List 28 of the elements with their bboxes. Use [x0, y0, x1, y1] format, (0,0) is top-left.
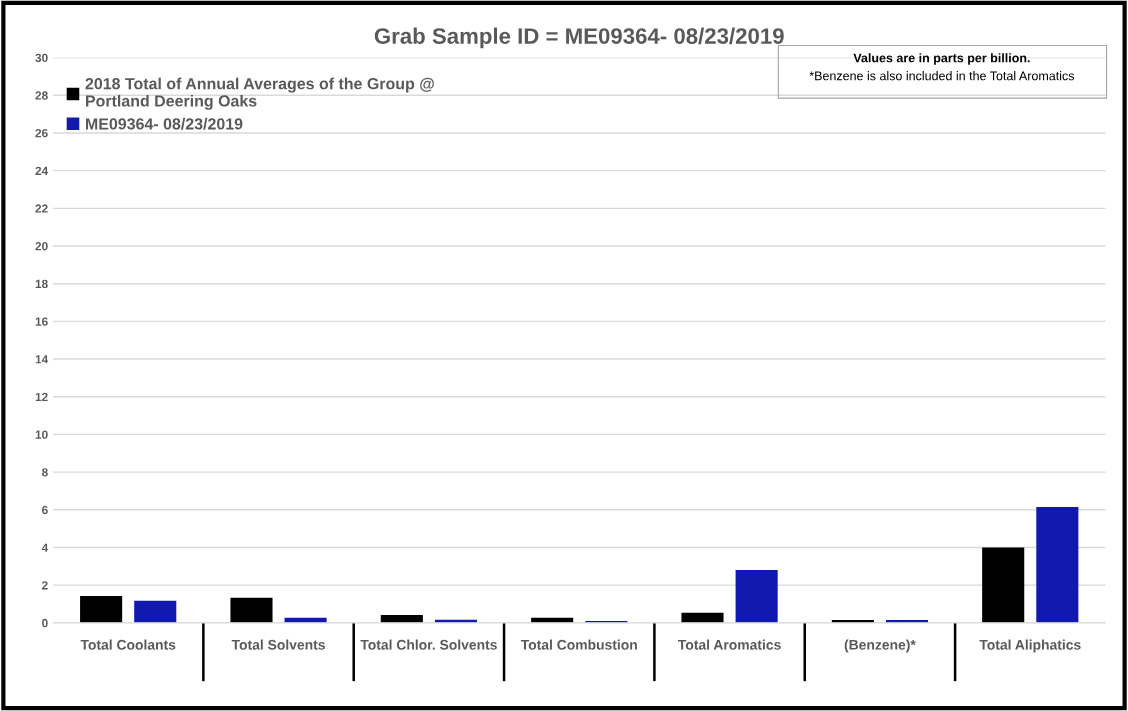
y-tick-label: 20	[35, 242, 48, 251]
y-tick-label: 26	[35, 128, 48, 138]
y-tick-label: 18	[35, 279, 48, 289]
x-tick-label: Total Aromatics	[678, 639, 781, 650]
x-tick-label: Total Aliphatics	[979, 639, 1081, 653]
y-tick-label: 8	[41, 468, 48, 477]
annotation: *Benzene is also included in the Total Aromatics	[809, 71, 1075, 81]
x-tick-label: Total Combustion	[520, 639, 637, 650]
y-tick-label: 16	[35, 317, 48, 326]
legend-label: ME09364- 08/23/2019	[86, 117, 243, 130]
y-tick-label: 24	[35, 166, 49, 175]
y-tick-label: 30	[35, 53, 48, 62]
y-tick-label: 12	[35, 392, 48, 402]
y-tick-label: 4	[41, 543, 49, 552]
x-tick-label: Total Chlor. Solvents	[360, 639, 497, 650]
y-tick-label: 0	[42, 618, 48, 628]
x-tick-label: Total Coolants	[80, 639, 176, 650]
y-tick-label: 22	[35, 204, 48, 213]
x-tick-label: Total Solvents	[231, 639, 325, 650]
chart-title: Grab Sample ID = ME09364- 08/23/2019	[374, 27, 784, 49]
annotation: Values are in parts per billion.	[853, 53, 1030, 65]
y-tick-label: 28	[35, 91, 48, 100]
x-tick-label: (Benzene)*	[844, 639, 916, 653]
y-tick-label: 14	[35, 355, 49, 364]
y-tick-label: 10	[35, 430, 48, 439]
legend-label: 2018 Total of Annual Averages of the Group @ Portland Deering Oaks	[85, 77, 434, 110]
y-tick-label: 6	[42, 505, 48, 515]
y-tick-label: 2	[42, 581, 48, 590]
